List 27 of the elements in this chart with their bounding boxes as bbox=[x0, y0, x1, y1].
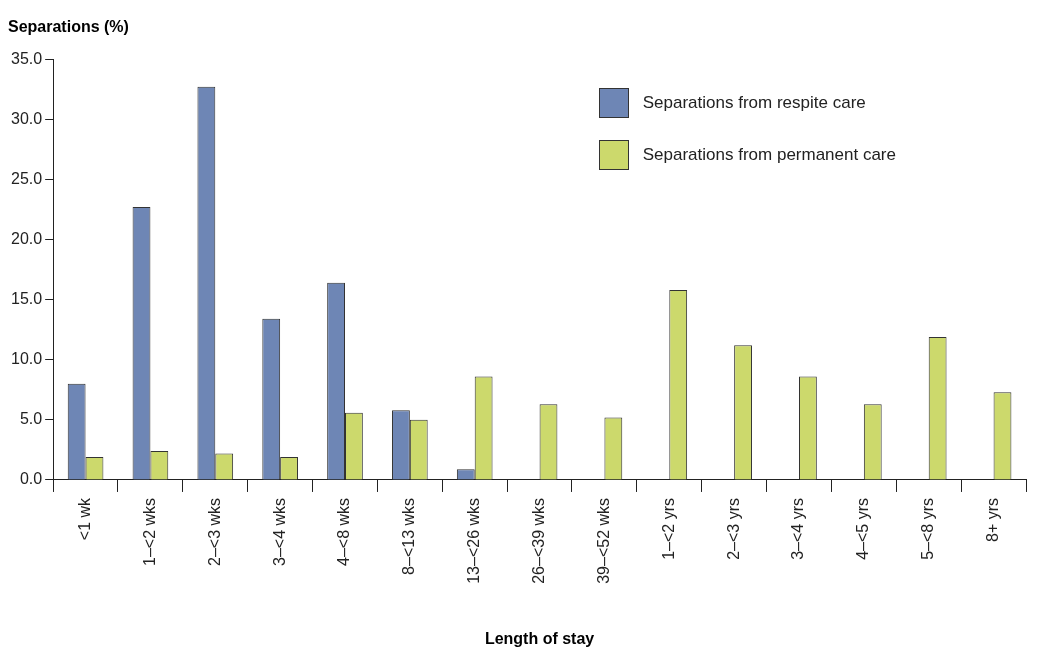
x-tick-label: 3–<4 wks bbox=[270, 497, 288, 567]
x-tick-label: 1–<2 yrs bbox=[659, 497, 677, 560]
y-tick-label: 10.0 bbox=[11, 350, 43, 368]
y-tick-label: 0.0 bbox=[19, 470, 43, 488]
x-tick-label: 13–<26 wks bbox=[465, 497, 483, 584]
legend-label: Separations from permanent care bbox=[642, 145, 896, 165]
x-tick-label: 4–<8 wks bbox=[335, 497, 353, 567]
x-tick-label: 8–<13 wks bbox=[400, 497, 418, 575]
x-tick-label: 3–<4 yrs bbox=[789, 497, 807, 560]
y-tick-label: 35.0 bbox=[11, 49, 43, 67]
y-tick-label: 30.0 bbox=[11, 109, 43, 127]
x-tick-label: 8+ yrs bbox=[983, 497, 1001, 542]
x-tick-label: 2–<3 yrs bbox=[724, 497, 742, 560]
y-axis-title: Separations (%) bbox=[8, 18, 129, 36]
y-tick-label: 25.0 bbox=[11, 169, 43, 187]
y-tick-label: 15.0 bbox=[11, 290, 43, 308]
x-tick-label: <1 wk bbox=[75, 496, 93, 541]
y-tick-label: 20.0 bbox=[11, 229, 43, 247]
legend-label: Separations from respite care bbox=[642, 93, 866, 113]
x-tick-label: 5–<8 yrs bbox=[919, 497, 937, 560]
x-tick-label: 2–<3 wks bbox=[205, 497, 223, 567]
x-tick-label: 26–<39 wks bbox=[529, 497, 547, 584]
x-tick-label: 1–<2 wks bbox=[140, 497, 158, 567]
x-tick-label: 4–<5 yrs bbox=[854, 497, 872, 560]
x-axis-title: Length of stay bbox=[484, 629, 595, 647]
x-tick-label: 39–<52 wks bbox=[594, 497, 612, 584]
y-tick-label: 5.0 bbox=[19, 410, 43, 428]
